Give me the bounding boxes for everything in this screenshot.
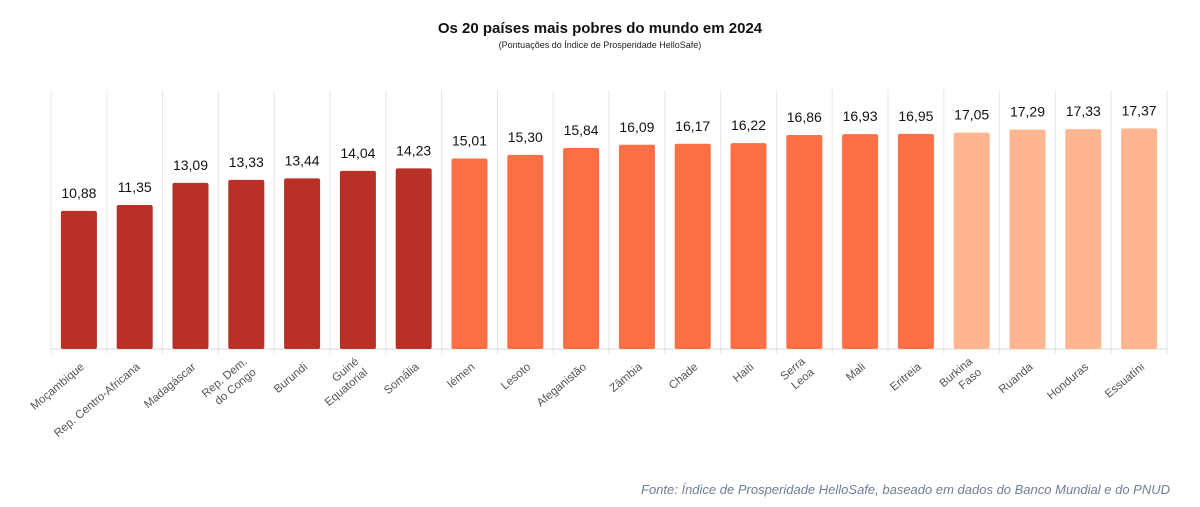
bar (674, 143, 711, 349)
x-tick-label: GuinéEquatorial (314, 356, 370, 409)
x-tick-label: BurkinaFaso (938, 355, 985, 400)
value-label: 13,44 (285, 152, 320, 168)
gridlines (50, 90, 1168, 354)
x-tick-label: Rep. Dem.do Congo (200, 356, 259, 411)
svg-text:Madagáscar: Madagáscar (142, 361, 198, 411)
svg-text:Burundi: Burundi (272, 361, 310, 396)
svg-text:Eritreia: Eritreia (888, 361, 924, 394)
bar (228, 179, 265, 349)
bar (1065, 129, 1102, 349)
value-label: 11,35 (118, 179, 152, 195)
svg-text:Moçambique: Moçambique (29, 361, 87, 413)
value-label: 17,33 (1066, 103, 1101, 119)
value-label: 16,95 (898, 108, 933, 124)
bar (897, 133, 934, 349)
value-label: 16,22 (731, 117, 766, 133)
svg-text:Chade: Chade (667, 361, 701, 392)
value-labels: 10,88 11,35 13,09 13,33 13,44 14,04 14,23 15,01… (61, 103, 1156, 201)
bar (60, 210, 97, 349)
svg-text:Rep. Dem.do Congo: Rep. Dem.do Congo (200, 356, 259, 411)
x-tick-label: Honduras (1045, 361, 1091, 402)
svg-text:Lesoto: Lesoto (499, 361, 533, 392)
x-tick-label: Afeganistão (535, 361, 589, 409)
x-tick-label: Eritreia (888, 361, 924, 394)
source-note: Fonte: Índice de Prosperidade HelloSafe,… (641, 482, 1170, 497)
svg-text:Essuatíni: Essuatíni (1103, 361, 1147, 401)
bar (172, 182, 209, 349)
value-label: 15,01 (452, 133, 487, 149)
svg-text:Afeganistão: Afeganistão (535, 361, 589, 409)
bar (1009, 129, 1046, 349)
value-label: 17,37 (1122, 103, 1157, 119)
svg-text:GuinéEquatorial: GuinéEquatorial (314, 356, 370, 409)
value-label: 10,88 (61, 185, 96, 201)
bars (60, 128, 1158, 349)
value-label: 13,33 (229, 154, 264, 170)
x-tick-label: Iémen (445, 361, 477, 391)
svg-text:Honduras: Honduras (1045, 361, 1091, 402)
bar (451, 158, 488, 349)
value-label: 16,93 (843, 108, 878, 124)
bar (842, 134, 879, 349)
bar (618, 144, 655, 349)
value-label: 15,84 (564, 122, 599, 138)
svg-text:Iémen: Iémen (445, 361, 477, 391)
value-label: 17,29 (1010, 104, 1045, 120)
bar (730, 143, 767, 349)
bar (339, 170, 376, 349)
x-tick-label: Madagáscar (142, 361, 198, 411)
x-tick-label: Haiti (731, 361, 756, 385)
bar (507, 154, 544, 349)
value-label: 15,30 (508, 129, 543, 145)
bar (953, 132, 990, 349)
value-label: 16,86 (787, 109, 822, 125)
x-tick-label: SerraLeoa (778, 355, 817, 393)
svg-text:SerraLeoa: SerraLeoa (778, 355, 817, 393)
value-label: 14,23 (396, 142, 431, 158)
x-tick-label: Essuatíni (1103, 361, 1147, 401)
value-label: 13,09 (173, 157, 208, 173)
svg-text:Mali: Mali (844, 361, 868, 384)
x-tick-label: Moçambique (29, 361, 87, 413)
x-tick-label: Zâmbia (608, 361, 646, 395)
svg-text:BurkinaFaso: BurkinaFaso (938, 355, 985, 400)
x-tick-label: Burundi (272, 361, 310, 396)
chart-subtitle: (Pontuações do Índice de Prosperidade He… (498, 40, 702, 50)
bar (1121, 128, 1158, 349)
bar (786, 135, 823, 349)
x-tick-label: Mali (844, 361, 868, 384)
bar (284, 178, 321, 349)
value-label: 14,04 (340, 145, 375, 161)
bar (395, 168, 432, 349)
x-tick-label: Ruanda (997, 361, 1036, 396)
svg-text:Somália: Somália (382, 361, 422, 397)
value-label: 17,05 (954, 107, 989, 123)
svg-text:Zâmbia: Zâmbia (608, 361, 646, 395)
svg-text:Haiti: Haiti (731, 361, 756, 385)
bar (563, 147, 600, 349)
chart-title: Os 20 países mais pobres do mundo em 202… (437, 20, 763, 37)
value-label: 16,17 (675, 118, 710, 134)
x-tick-label: Lesoto (499, 361, 533, 392)
svg-text:Ruanda: Ruanda (997, 361, 1036, 396)
value-label: 16,09 (619, 119, 654, 135)
x-tick-label: Chade (667, 361, 701, 392)
x-tick-label: Somália (382, 361, 422, 397)
bar (116, 204, 153, 349)
